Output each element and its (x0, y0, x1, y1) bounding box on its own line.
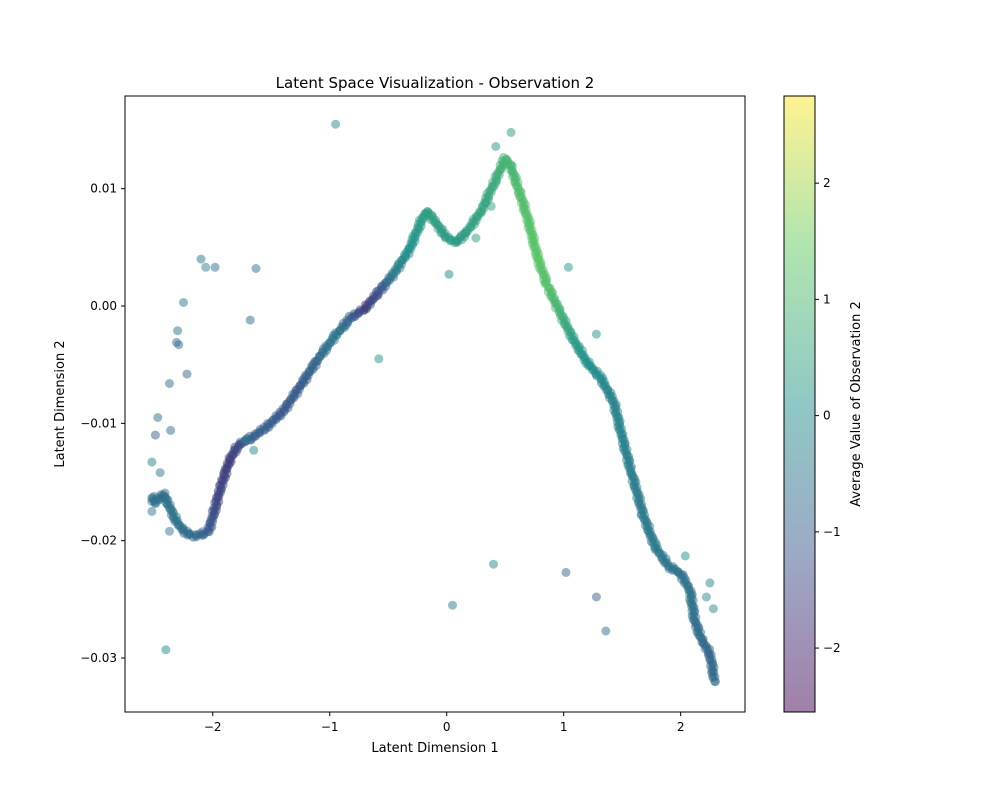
scatter-point (241, 435, 250, 445)
scatter-point (444, 269, 454, 279)
scatter-point (448, 600, 457, 610)
y-tick-label: −0.03 (80, 651, 117, 665)
scatter-point (680, 551, 690, 561)
y-tick-label: −0.01 (80, 416, 117, 430)
scatter-point (708, 604, 718, 614)
colorbar-tick-label: −2 (823, 641, 841, 655)
x-axis-label: Latent Dimension 1 (371, 741, 498, 756)
scatter-point (245, 315, 255, 325)
scatter-point (506, 127, 516, 137)
scatter-point (374, 354, 384, 364)
scatter-point (174, 340, 184, 350)
scatter-point (165, 379, 174, 388)
scatter-point (166, 425, 176, 435)
scatter-point (201, 262, 211, 272)
colorbar-tick-label: 0 (823, 409, 831, 423)
scatter-layer (147, 119, 720, 686)
scatter-point (147, 506, 157, 516)
scatter-point (591, 329, 601, 339)
x-tick-label: 1 (560, 720, 568, 734)
plot-frame (124, 95, 746, 713)
colorbar (783, 95, 816, 713)
y-tick-label: −0.02 (80, 534, 117, 548)
scatter-point (331, 119, 341, 129)
scatter-point (153, 413, 163, 422)
scatter-point (705, 578, 715, 588)
scatter-point (601, 626, 611, 636)
colorbar-label: Average Value of Observation 2 (849, 301, 864, 507)
chart-title: Latent Space Visualization - Observation… (276, 74, 595, 92)
scatter-point (486, 201, 496, 211)
scatter-point (563, 262, 573, 272)
scatter-point (491, 142, 501, 151)
scatter-point (471, 233, 481, 243)
colorbar-tick-label: 1 (823, 292, 831, 306)
scatter-point (196, 254, 206, 264)
scatter-point (165, 526, 174, 536)
scatter-point (701, 592, 711, 602)
y-axis: 0.01 0.00 −0.01 −0.02 −0.03 (80, 182, 125, 665)
scatter-point (561, 567, 571, 577)
colorbar-tick-label: 2 (823, 176, 831, 190)
x-tick-label: 2 (677, 720, 685, 734)
scatter-point (179, 298, 188, 307)
y-tick-label: 0.00 (90, 299, 117, 313)
scatter-point (591, 592, 601, 602)
y-axis-label: Latent Dimension 2 (53, 340, 68, 467)
scatter-point (249, 445, 259, 455)
scatter-point (150, 430, 160, 440)
colorbar-tick-label: −1 (823, 525, 841, 539)
scatter-point (173, 326, 183, 336)
x-tick-label: −1 (321, 720, 339, 734)
y-tick-label: 0.01 (90, 182, 117, 196)
scatter-point (210, 262, 220, 272)
scatter-point (182, 369, 192, 379)
x-axis: −2 −1 0 1 2 (204, 712, 685, 734)
curve-point (710, 677, 720, 686)
scatter-point (147, 457, 157, 467)
scatter-point (161, 645, 171, 655)
scatter-point (155, 468, 165, 478)
colorbar-axis: 2 1 0 −1 −2 (815, 176, 841, 655)
x-tick-label: −2 (204, 720, 222, 734)
scatter-point (251, 264, 261, 273)
scatter-point (489, 559, 498, 569)
x-tick-label: 0 (443, 720, 451, 734)
